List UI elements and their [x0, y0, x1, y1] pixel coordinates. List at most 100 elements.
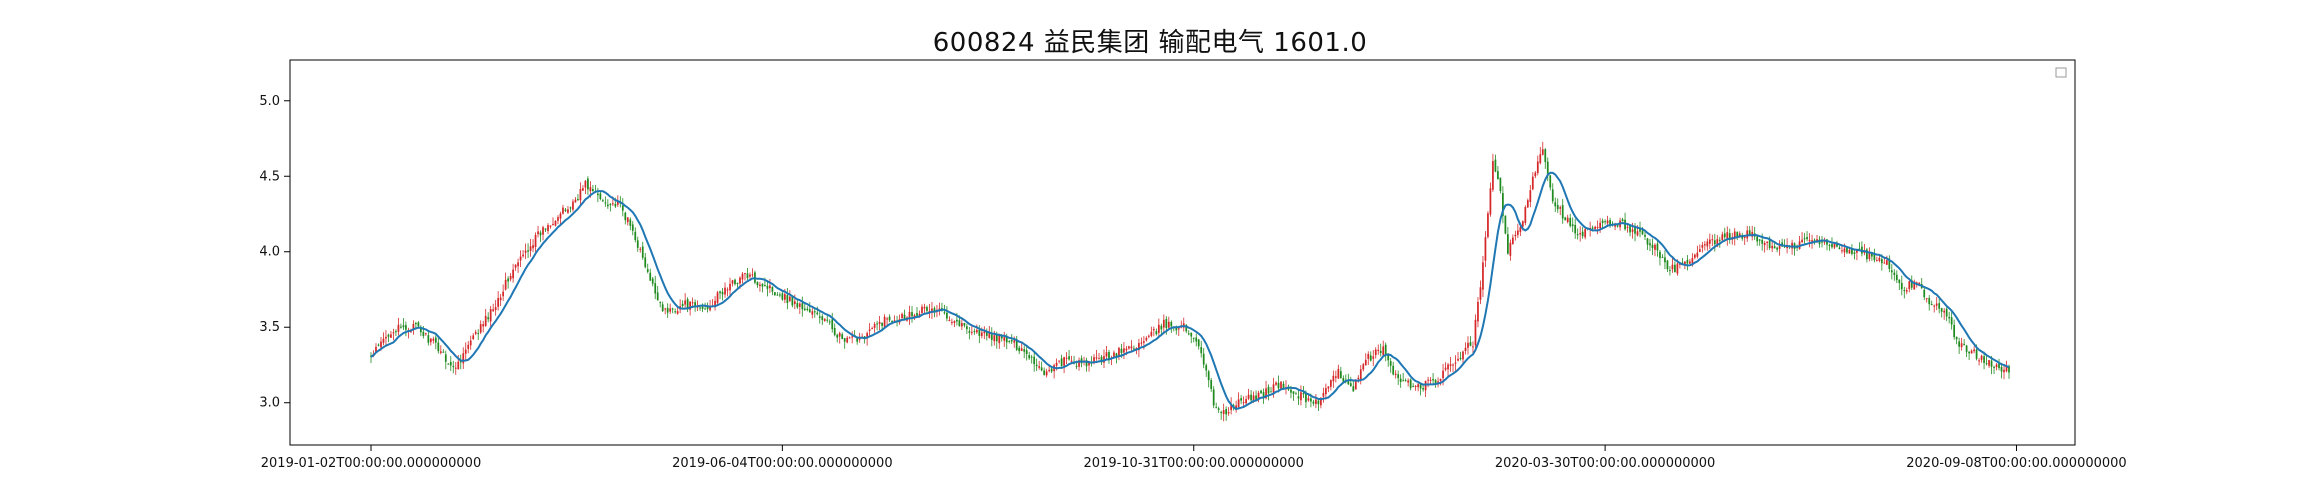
candle-body	[524, 250, 527, 253]
candle-body	[626, 217, 629, 223]
candle-body	[1875, 260, 1878, 262]
candle-body	[1414, 386, 1417, 388]
candle-body	[1195, 337, 1198, 342]
x-tick-label-2: 2019-10-31T00:00:00.000000000	[1084, 456, 1304, 471]
candle-body	[1539, 154, 1542, 164]
candle-body	[1100, 356, 1103, 363]
candle-body	[1915, 282, 1918, 284]
candle-body	[888, 316, 891, 321]
candle-body	[1364, 359, 1367, 366]
candle-body	[1531, 176, 1534, 190]
candle-body	[1317, 400, 1320, 405]
candle-body	[846, 337, 849, 343]
candle-body	[1147, 335, 1150, 337]
candle-body	[739, 277, 741, 284]
candle-body	[1472, 346, 1474, 348]
candle-body	[479, 324, 482, 333]
candle-body	[502, 291, 505, 297]
candle-body	[467, 344, 470, 349]
candle-body	[978, 329, 981, 336]
candle-body	[649, 272, 652, 281]
candle-body	[1220, 412, 1223, 414]
candle-body	[1197, 339, 1200, 347]
candle-body	[931, 308, 933, 312]
candle-body	[452, 366, 455, 368]
candle-body	[1898, 279, 1901, 284]
candle-body	[454, 367, 457, 369]
candle-body	[1287, 388, 1290, 390]
candle-body	[472, 335, 475, 340]
candle-body	[1721, 234, 1724, 241]
candle-body	[509, 275, 512, 280]
candle-body	[774, 292, 776, 296]
candle-body	[1828, 244, 1831, 246]
candle-body	[606, 204, 609, 207]
candle-body	[1003, 337, 1006, 341]
candle-body	[926, 307, 928, 311]
y-tick-label-0: 3.0	[259, 396, 280, 411]
candle-body	[793, 301, 796, 304]
candle-body	[903, 314, 906, 319]
candle-body	[1836, 242, 1838, 247]
candle-body	[1459, 357, 1462, 359]
candle-body	[980, 332, 983, 336]
candle-body	[1033, 356, 1036, 365]
candle-body	[385, 336, 387, 339]
candle-body	[1374, 349, 1377, 356]
candle-body	[1811, 240, 1813, 242]
candle-body	[644, 257, 647, 268]
candle-body	[1511, 237, 1514, 244]
candle-body	[1230, 403, 1233, 411]
candle-body	[1442, 370, 1444, 379]
candle-body	[706, 306, 709, 310]
candle-body	[1708, 239, 1711, 244]
candle-body	[1290, 389, 1292, 393]
candle-body	[1761, 239, 1764, 244]
candle-body	[1649, 243, 1651, 246]
candle-body	[1858, 248, 1861, 250]
candle-body	[1948, 317, 1951, 319]
candle-body	[1771, 245, 1774, 249]
candle-body	[1145, 337, 1148, 341]
candle-body	[1890, 270, 1893, 273]
candle-body	[993, 335, 996, 342]
candle-body	[400, 326, 402, 328]
candle-body	[1975, 349, 1978, 359]
candle-body	[1684, 261, 1686, 266]
candle-body	[529, 246, 532, 251]
candle-body	[1200, 347, 1203, 354]
candle-body	[1950, 317, 1953, 325]
candle-body	[1302, 392, 1305, 395]
candle-body	[1477, 301, 1479, 322]
candle-body	[527, 250, 529, 252]
candle-body	[828, 321, 831, 323]
candle-body	[719, 291, 721, 294]
candle-body	[886, 318, 888, 320]
candle-body	[1409, 379, 1412, 389]
candle-body	[721, 291, 724, 295]
candle-body	[601, 200, 604, 202]
candle-body	[559, 213, 562, 219]
chart-title: 600824 益民集团 输配电气 1601.0	[932, 28, 1368, 58]
candle-body	[1893, 272, 1896, 275]
candle-body	[382, 338, 385, 343]
candle-body	[1521, 221, 1524, 227]
candle-body	[691, 302, 694, 304]
candle-body	[584, 180, 587, 188]
candle-body	[557, 217, 559, 221]
candle-body	[651, 278, 654, 284]
candle-body	[1776, 247, 1779, 250]
candle-body	[1639, 229, 1641, 232]
candle-body	[1349, 383, 1352, 387]
candle-body	[1681, 262, 1684, 264]
candle-body	[1444, 367, 1447, 370]
candle-body	[1960, 343, 1963, 348]
candle-body	[1429, 379, 1432, 381]
candle-body	[776, 294, 779, 296]
candle-body	[621, 205, 624, 211]
candle-body	[587, 178, 589, 190]
candle-body	[592, 189, 594, 192]
x-axis: 2019-01-02T00:00:00.000000000 2019-06-04T…	[261, 445, 2127, 471]
candle-body	[916, 312, 918, 316]
candle-body	[2005, 366, 2008, 372]
